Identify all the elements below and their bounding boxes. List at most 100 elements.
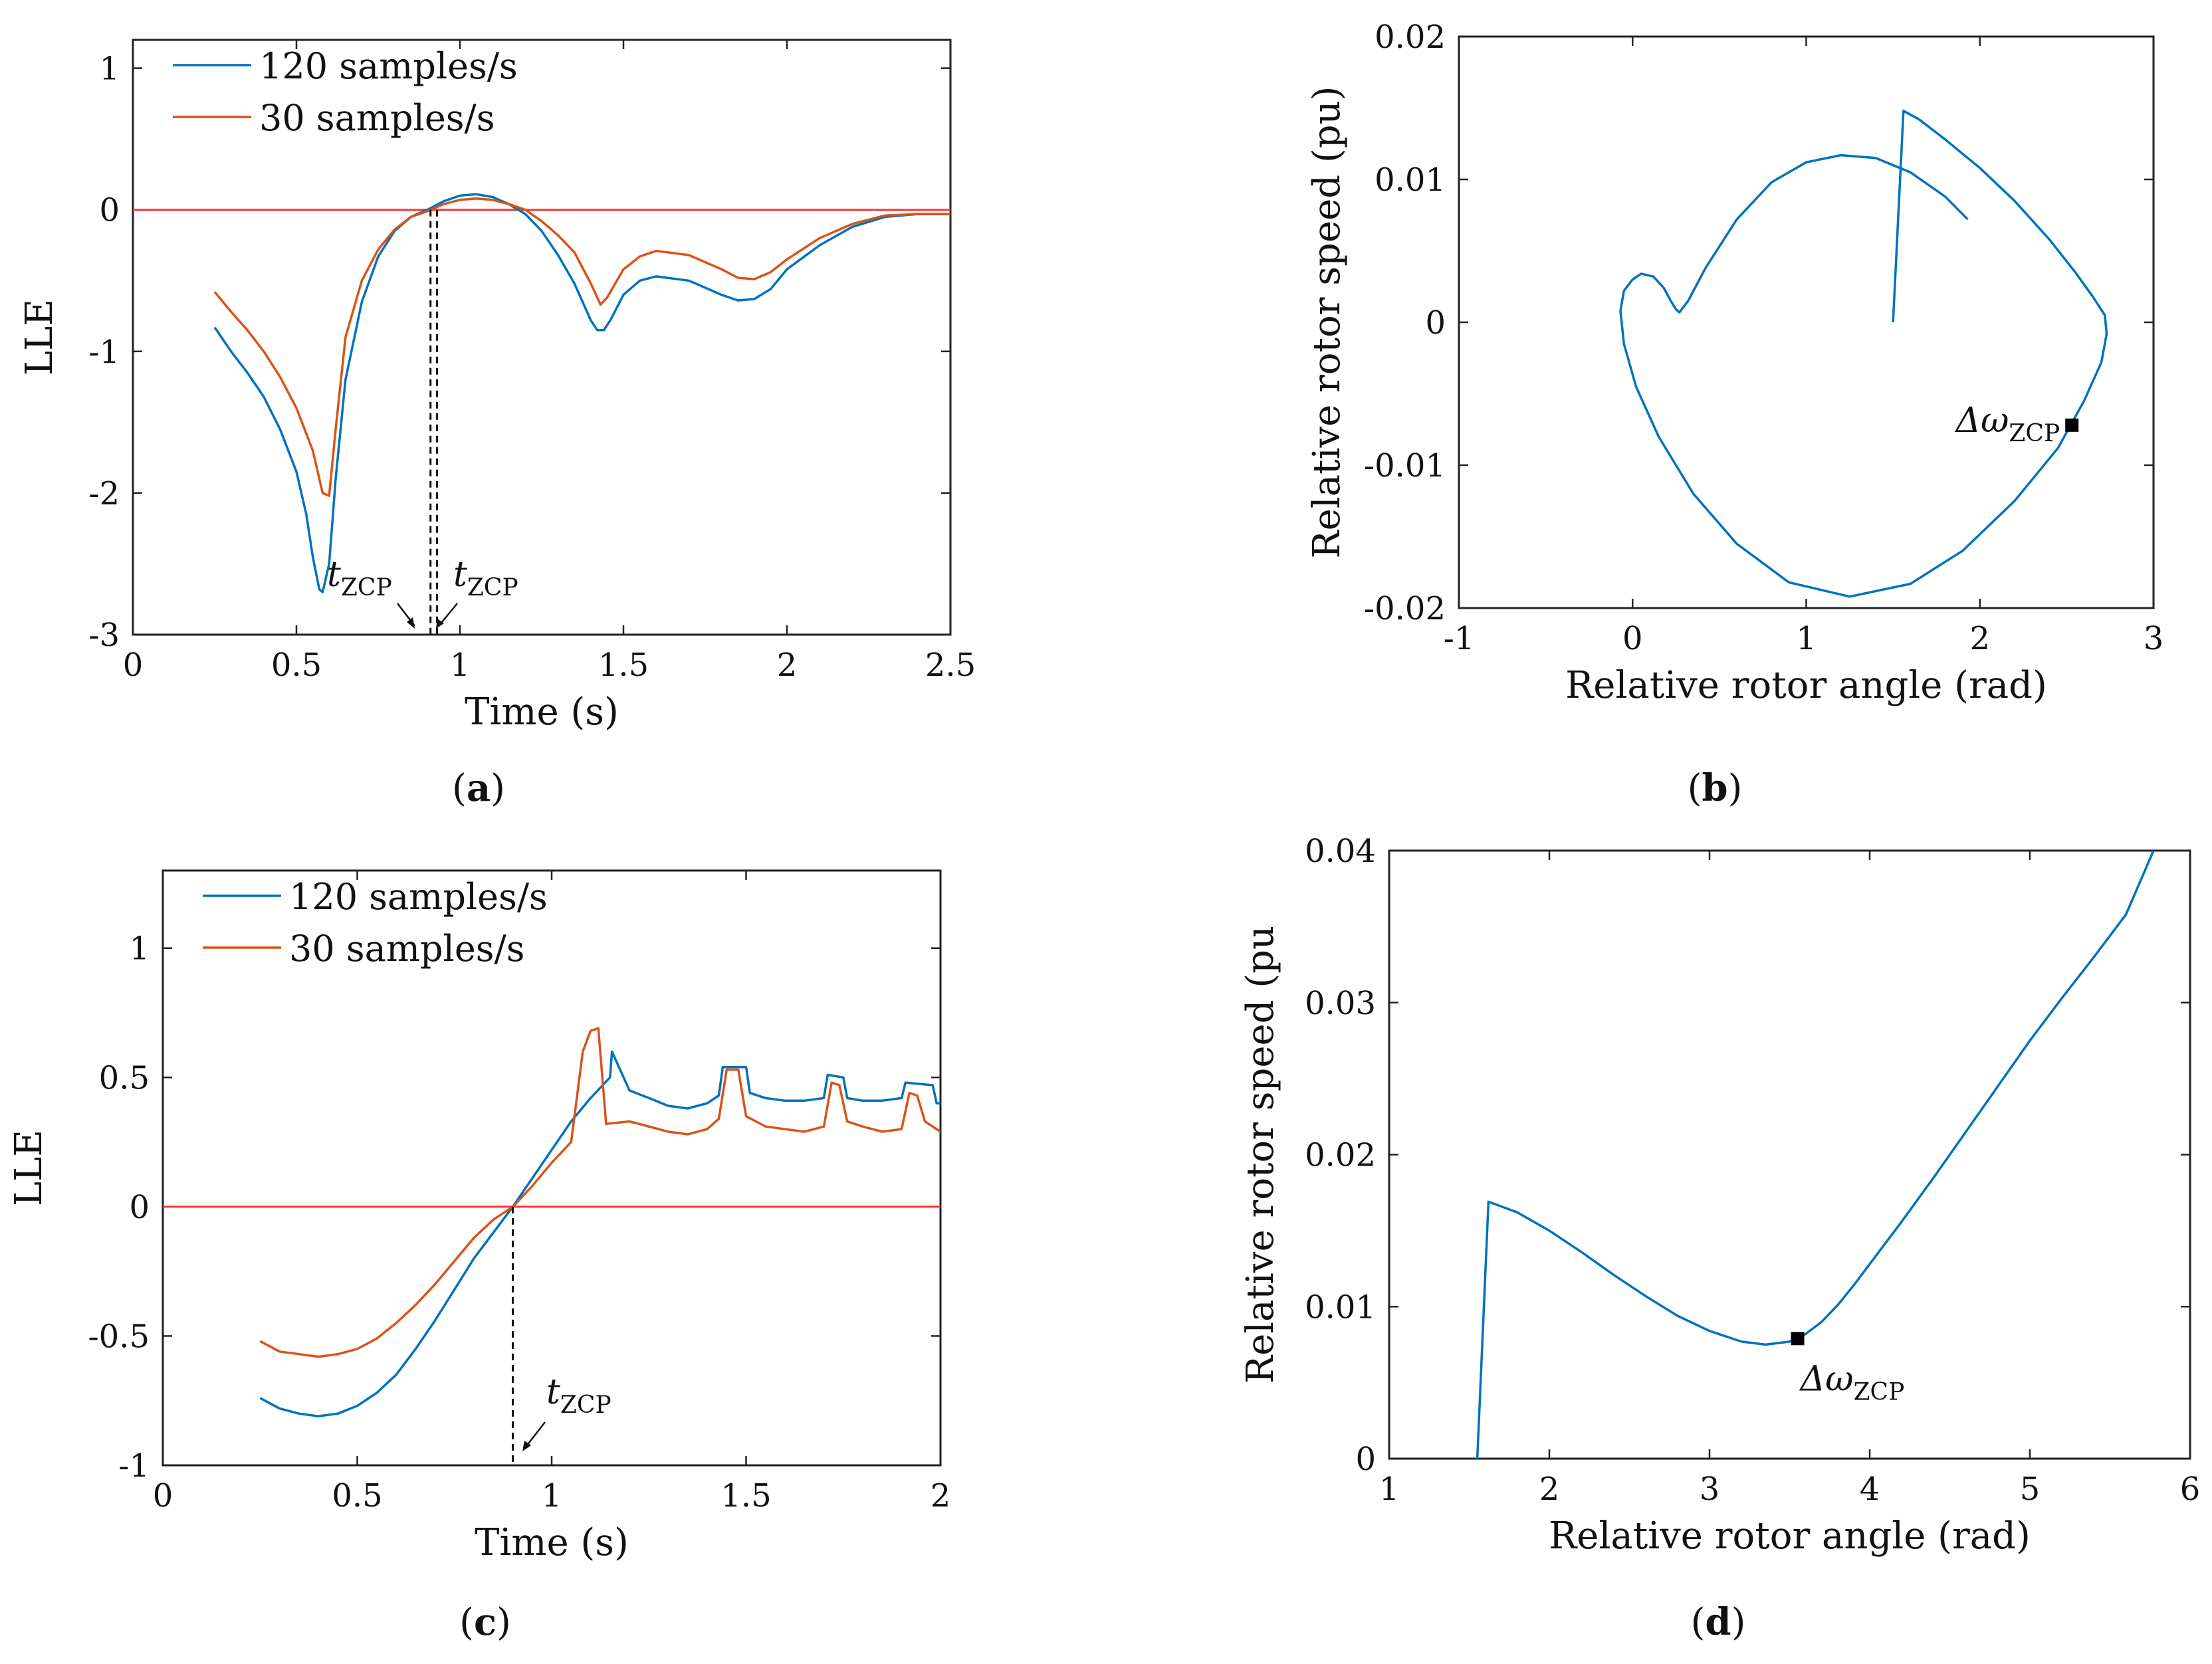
delta-omega-zcp-label: ΔωZCP [1954, 401, 2060, 447]
y-tick-label: 0.04 [1305, 833, 1376, 870]
y-tick-label: 0.01 [1305, 1289, 1376, 1326]
y-tick-label: 0.02 [1375, 19, 1446, 56]
tzcp-label-sub: ZCP [560, 1392, 611, 1419]
chart-a: 0 0.5 1 1.5 2 2.5 -3 -2 -1 0 1 Time (s) LLE (a) 120 sa… [18, 39, 976, 810]
zcp-marker [2065, 418, 2079, 432]
arrow-head-right [436, 619, 444, 629]
y-tick-label: 0.01 [1375, 161, 1446, 199]
x-tick-label: 0.5 [271, 647, 322, 684]
x-tick-label: 1 [1796, 620, 1817, 657]
series-line-trajectory [1619, 110, 2108, 598]
arrow [526, 1421, 546, 1447]
y-tick-label: 0.02 [1305, 1137, 1376, 1174]
plot-frame-d [1388, 849, 2191, 1460]
y-tick-label: 1 [99, 51, 120, 88]
plot-frame-b [1458, 35, 2155, 609]
y-tick-label: 0 [1425, 304, 1446, 342]
x-tick-label: 2 [777, 647, 798, 684]
y-tick-label: -1 [118, 1447, 150, 1485]
x-axis-label: Time (s) [475, 1521, 629, 1564]
series-line-120-samples-s [259, 1050, 940, 1417]
x-tick-label: -1 [1444, 620, 1475, 657]
x-tick-label: 1 [450, 647, 471, 684]
x-tick-label: 1.5 [720, 1477, 771, 1514]
delta-omega-zcp-label-main: Δω [1954, 401, 2009, 441]
plot-area-a [133, 193, 950, 635]
caption-part: ( [1691, 1601, 1706, 1644]
y-tick-label: -3 [88, 617, 120, 654]
y-axis-label: LLE [18, 299, 61, 375]
series-line-30-samples-s [213, 197, 950, 497]
x-tick-label: 1 [542, 1477, 562, 1514]
tzcp-label-left: tZCP [327, 555, 392, 601]
x-tick-label: 2 [931, 1477, 951, 1514]
y-tick-label: 0 [129, 1189, 150, 1226]
series-line-trajectory [1476, 851, 2155, 1459]
x-tick-label: 0 [123, 647, 144, 684]
x-tick-label: 1.5 [598, 647, 649, 684]
legend-label: 30 samples/s [289, 928, 524, 970]
tzcp-label-main: t [546, 1372, 560, 1412]
x-tick-label: 0 [153, 1477, 173, 1514]
plot-area-d [1476, 851, 2155, 1459]
legend-label: 120 samples/s [289, 876, 548, 918]
caption-part: ( [1688, 767, 1702, 810]
arrow-head [522, 1441, 531, 1451]
tzcp-label-left-main: t [327, 555, 341, 595]
tzcp-label-right-sub: ZCP [467, 574, 518, 601]
tzcp-label-right: tZCP [453, 555, 518, 601]
panel-caption: (a) [452, 766, 505, 810]
caption-part: ( [452, 767, 467, 810]
arrow-head-left [407, 617, 415, 629]
caption-part: d [1705, 1600, 1731, 1644]
x-tick-label: 6 [2180, 1471, 2201, 1508]
delta-omega-zcp-label: ΔωZCP [1799, 1359, 1905, 1405]
y-axis-label: LLE [7, 1130, 51, 1206]
delta-omega-zcp-label-sub: ZCP [1854, 1378, 1905, 1405]
zcp-marker [1791, 1332, 1805, 1346]
legend-label: 30 samples/s [259, 97, 495, 139]
y-axis-label: Relative rotor speed (pu [1239, 926, 1282, 1384]
x-tick-label: 2 [1539, 1471, 1560, 1508]
tzcp-label-left-sub: ZCP [341, 574, 392, 601]
caption-part: a [467, 766, 491, 810]
y-tick-label: -0.02 [1364, 590, 1446, 627]
chart-d: 1 2 3 4 5 6 0 0.01 0.02 0.03 0.04 Relative rotor an… [1239, 833, 2200, 1644]
plot-frame-a [132, 39, 952, 636]
x-tick-label: 2.5 [925, 647, 976, 684]
x-tick-label: 1 [1379, 1471, 1400, 1508]
panel-caption: (c) [459, 1600, 511, 1644]
y-tick-label: -0.5 [88, 1318, 150, 1355]
caption-part: ) [497, 1601, 511, 1644]
plot-area-c [163, 1027, 940, 1465]
x-tick-label: 2 [1969, 620, 1990, 657]
caption-part: ( [459, 1601, 474, 1644]
delta-omega-zcp-label-main: Δω [1799, 1359, 1854, 1399]
caption-part: ) [1728, 767, 1743, 810]
panel-caption: (b) [1688, 766, 1743, 810]
x-tick-label: 3 [2144, 620, 2164, 657]
caption-part: ) [1731, 1601, 1746, 1644]
y-tick-label: 0.5 [99, 1059, 150, 1096]
x-axis-label: Time (s) [465, 690, 619, 734]
x-axis-label: Relative rotor angle (rad) [1565, 664, 2047, 707]
chart-b: -1 0 1 2 3 -0.02 -0.01 0 0.01 0.02 Relative rotor … [1305, 19, 2163, 810]
x-tick-label: 0 [1622, 620, 1643, 657]
x-tick-label: 3 [1700, 1471, 1720, 1508]
y-tick-label: 0.03 [1305, 985, 1376, 1022]
x-axis-label: Relative rotor angle (rad) [1549, 1514, 2031, 1558]
y-tick-label: 0 [99, 192, 120, 229]
y-tick-label: -2 [88, 475, 120, 512]
plot-area-b [1619, 110, 2108, 598]
caption-part: ) [491, 767, 505, 810]
series-line-120-samples-s [213, 193, 950, 593]
delta-omega-zcp-label-sub: ZCP [2009, 420, 2060, 447]
panel-caption: (d) [1691, 1600, 1746, 1644]
tzcp-label-right-main: t [453, 555, 467, 595]
x-tick-label: 4 [1860, 1471, 1880, 1508]
y-tick-label: -0.01 [1364, 447, 1446, 484]
x-tick-label: 5 [2020, 1471, 2041, 1508]
y-tick-label: -1 [88, 334, 120, 371]
y-axis-label: Relative rotor speed (pu) [1305, 86, 1349, 559]
x-tick-label: 0.5 [332, 1477, 382, 1514]
